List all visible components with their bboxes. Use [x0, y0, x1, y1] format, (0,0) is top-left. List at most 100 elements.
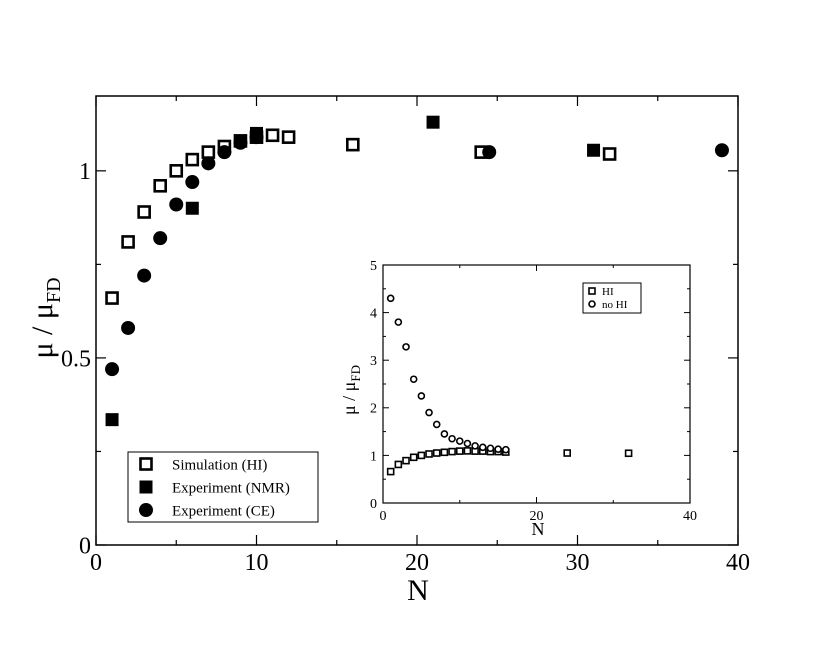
main-data-point	[201, 156, 216, 171]
inset-x-axis-label: N	[532, 519, 545, 539]
inset-data-point	[494, 445, 502, 454]
main-x-tick-label: 40	[726, 550, 750, 576]
inset-plot-background	[383, 265, 690, 503]
inset-y-axis-label: μ / μFD	[339, 365, 363, 415]
inset-x-tick-label: 20	[530, 509, 544, 524]
inset-data-point	[425, 408, 433, 417]
main-x-tick-label: 10	[245, 550, 269, 576]
inset-data-point	[501, 445, 510, 454]
main-data-point	[185, 175, 200, 190]
main-legend: Simulation (HI) Experiment (NMR) Experimen…	[127, 451, 319, 523]
main-y-axis-label-base: μ / μ	[26, 303, 59, 359]
inset-data-point	[394, 318, 403, 326]
inset-data-point	[394, 460, 403, 469]
inset-data-point	[432, 449, 441, 457]
main-data-point	[137, 268, 152, 283]
inset-data-point	[402, 456, 410, 465]
inset-x-tick-label: 0	[380, 509, 387, 524]
inset-y-tick-label: 5	[370, 259, 377, 274]
main-data-point	[105, 413, 119, 427]
main-data-point	[714, 143, 729, 158]
inset-data-point	[448, 434, 456, 443]
inset-y-axis-label-base: μ / μ	[339, 382, 359, 415]
inset-data-point	[386, 294, 395, 303]
inset-data-point	[440, 448, 449, 457]
main-x-tick-label: 20	[405, 550, 429, 576]
inset-data-point	[471, 442, 479, 450]
inset-data-point	[455, 437, 464, 445]
main-data-point	[426, 115, 440, 129]
inset-legend-marker	[588, 287, 596, 295]
inset-legend-marker	[588, 300, 596, 308]
main-data-point	[153, 179, 167, 193]
main-x-tick-label: 0	[90, 550, 102, 576]
main-data-point	[587, 143, 601, 157]
main-data-point	[121, 235, 135, 249]
inset-data-point	[463, 447, 472, 455]
inset-data-point	[402, 343, 410, 351]
inset-data-point	[409, 453, 418, 462]
main-data-point	[281, 130, 296, 144]
inset-legend-label: HI	[602, 286, 614, 298]
inset-data-point	[409, 375, 418, 384]
inset-data-point	[386, 467, 395, 476]
main-data-point	[249, 130, 264, 145]
main-data-point	[233, 135, 248, 150]
main-data-point	[153, 231, 168, 246]
main-y-axis-label: μ / μFD	[26, 277, 65, 358]
main-y-tick-label: 1	[79, 159, 91, 185]
main-x-axis-label: N	[407, 574, 429, 607]
main-data-point	[185, 201, 199, 215]
inset-data-point	[448, 447, 456, 456]
main-data-point	[345, 137, 360, 152]
main-data-point	[169, 164, 184, 178]
main-x-tick-label: 30	[566, 550, 590, 576]
main-legend-label: Simulation (HI)	[172, 457, 267, 473]
main-data-point	[169, 197, 184, 212]
main-legend-marker	[139, 480, 153, 494]
main-data-point	[137, 205, 151, 219]
main-legend-label: Experiment (NMR)	[172, 480, 290, 496]
main-series-1	[105, 115, 601, 427]
main-data-point	[201, 145, 216, 159]
main-data-point	[105, 291, 119, 305]
inset-data-point	[624, 449, 633, 458]
inset-data-point	[432, 420, 441, 429]
inset-y-axis-label-sub: FD	[348, 365, 363, 382]
inset-y-tick-label: 0	[370, 497, 377, 512]
inset-y-tick-label: 4	[370, 307, 377, 322]
inset-data-point	[486, 444, 495, 453]
inset-x-tick-label: 40	[683, 509, 697, 524]
main-data-point	[105, 362, 120, 377]
main-data-point	[265, 128, 280, 143]
inset-data-point	[455, 447, 464, 455]
main-legend-box	[127, 451, 319, 523]
inset-data-point	[417, 451, 426, 460]
inset-data-point	[563, 449, 572, 457]
main-data-point	[602, 147, 617, 161]
inset-data-point	[425, 450, 433, 458]
main-legend-marker	[139, 457, 153, 471]
main-data-point	[482, 145, 497, 160]
inset-data-point	[478, 443, 487, 452]
inset-data-point	[440, 430, 449, 438]
main-legend-marker	[139, 503, 153, 517]
main-data-point	[217, 145, 232, 160]
inset-legend-label: no HI	[602, 299, 628, 311]
main-y-tick-label: 0.5	[61, 346, 91, 372]
inset-y-tick-label: 1	[370, 449, 377, 464]
inset-series-1	[386, 294, 510, 454]
main-legend-label: Experiment (CE)	[172, 503, 275, 519]
main-y-axis-label-sub: FD	[43, 277, 65, 303]
main-y-tick-label: 0	[79, 533, 91, 559]
inset-y-tick-label: 2	[370, 402, 377, 417]
inset-y-tick-label: 3	[370, 354, 377, 369]
inset-data-point	[417, 392, 426, 400]
main-data-point	[185, 152, 200, 167]
inset-data-point	[463, 439, 472, 448]
